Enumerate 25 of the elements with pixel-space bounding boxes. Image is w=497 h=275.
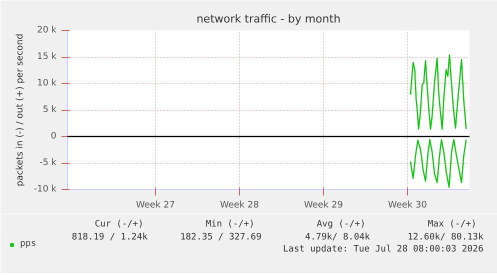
x-tick-label: Week 29: [304, 200, 344, 210]
y-tick-label: 5 k: [42, 105, 58, 115]
y-tick-label: 20 k: [36, 26, 58, 36]
line-series: [410, 54, 467, 130]
text: 4.79k/ 8.04k: [305, 232, 371, 242]
y-tick-label: 10 k: [36, 78, 58, 88]
text: Max (-/+): [428, 220, 477, 230]
text: Last update: Tue Jul 28 08:00:03 2026: [283, 244, 484, 254]
y-tick-label: 0: [50, 132, 57, 142]
y-tick-label: -10 k: [34, 184, 58, 194]
y-axis-title: packets in (-) / out (+) per second: [16, 34, 26, 186]
legend-label: pps: [20, 239, 38, 249]
x-tick-label: Week 28: [220, 200, 260, 210]
y-tick-label: -5 k: [39, 158, 58, 168]
text: 182.35 / 327.69: [180, 232, 262, 242]
chart-title: network traffic - by month: [196, 12, 341, 26]
y-tick-label: 15 k: [36, 52, 58, 62]
line-series: [410, 139, 467, 188]
x-tick-label: Week 30: [388, 200, 428, 210]
text: Cur (-/+): [94, 220, 144, 230]
text: Min (-/+): [206, 220, 255, 230]
x-tick-label: Week 27: [136, 200, 175, 210]
text: 12.60k/ 80.13k: [408, 232, 484, 242]
text: 818.19 / 1.24k: [72, 232, 148, 242]
text: Avg (-/+): [316, 220, 366, 230]
